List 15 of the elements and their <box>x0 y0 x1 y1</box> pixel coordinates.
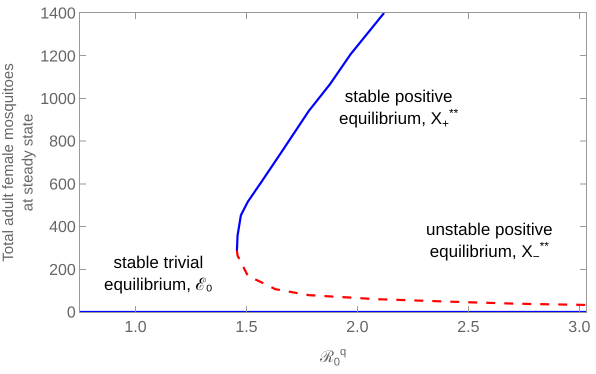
y-tick-label: 1400 <box>40 6 76 23</box>
x-tick-label: 1.0 <box>124 319 147 336</box>
y-tick-label: 200 <box>49 262 76 279</box>
y-axis-title: Total adult female mosquitoes at steady state <box>0 63 36 262</box>
x-tick-label: 2.0 <box>346 319 369 336</box>
y-tick-label: 400 <box>49 219 76 236</box>
y-tick-label: 1000 <box>40 91 76 108</box>
y-tick-label: 0 <box>66 304 76 322</box>
x-tick-label: 1.5 <box>235 319 258 336</box>
y-tick-label: 1200 <box>40 48 76 66</box>
annotation: stable trivial equilibrium, ℰ₀ <box>104 253 213 294</box>
x-tick-label: 2.5 <box>457 319 480 336</box>
y-tick-label: 600 <box>49 176 76 194</box>
y-tick-label: 800 <box>49 134 76 151</box>
x-tick-label: 3.0 <box>568 319 591 336</box>
